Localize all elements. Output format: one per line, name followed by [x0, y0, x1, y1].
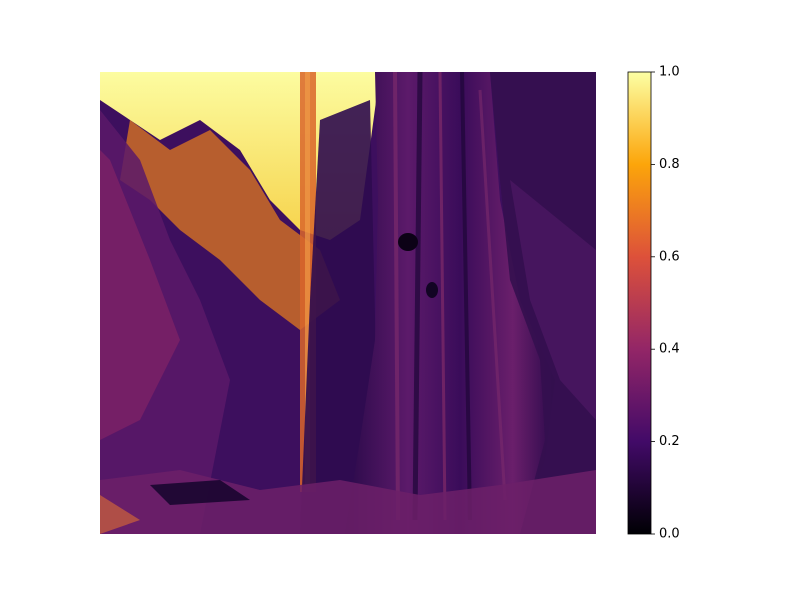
heatmap-image — [100, 72, 596, 534]
colorbar: 0.0 0.2 0.4 0.6 0.8 1.0 — [627, 65, 680, 542]
colorbar-tick-label: 0.8 — [659, 157, 680, 172]
colorbar-tick-label: 1.0 — [659, 65, 680, 80]
colorbar-frame — [627, 71, 652, 535]
colorbar-tick-label: 0.0 — [659, 527, 680, 542]
colorbar-tick-label: 0.2 — [659, 434, 680, 449]
colorbar-ticks: 0.0 0.2 0.4 0.6 0.8 1.0 — [651, 65, 680, 542]
colorbar-tick-label: 0.6 — [659, 249, 680, 264]
colorbar-gradient — [628, 72, 651, 534]
colorbar-tick-label: 0.4 — [659, 342, 680, 357]
